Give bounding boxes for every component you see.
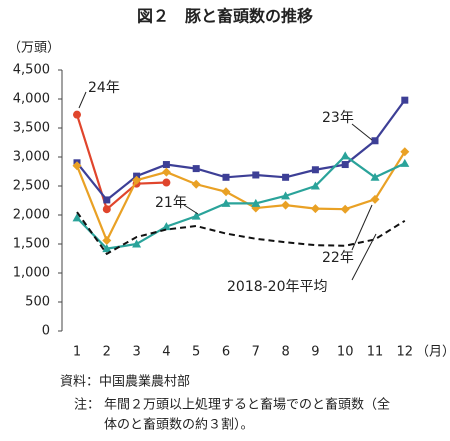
- marker: [311, 166, 319, 174]
- marker: [401, 96, 409, 104]
- marker: [310, 181, 320, 190]
- marker: [72, 161, 82, 171]
- leader-line: [78, 91, 87, 109]
- x-tick-label: 8: [281, 345, 289, 360]
- series-label: 23年: [322, 110, 354, 126]
- y-unit: （万頭）: [8, 41, 60, 56]
- x-tick-label: 11: [367, 345, 384, 360]
- marker: [102, 244, 112, 253]
- y-tick-label: 1,500: [13, 237, 50, 252]
- marker: [191, 211, 201, 220]
- y-tick-label: 0: [42, 324, 50, 339]
- x-unit: （月）: [416, 345, 450, 360]
- marker: [281, 191, 291, 200]
- marker: [400, 158, 410, 167]
- y-tick-label: 2,500: [13, 179, 50, 194]
- marker: [371, 137, 379, 145]
- series-line: [75, 151, 406, 244]
- marker: [72, 213, 82, 222]
- series-label: 21年: [155, 195, 187, 211]
- series-line: [76, 211, 406, 256]
- marker: [251, 198, 261, 207]
- marker: [103, 196, 111, 204]
- marker: [252, 171, 260, 179]
- y-tick-label: 1,000: [13, 266, 50, 281]
- marker: [341, 161, 349, 169]
- x-tick-label: 4: [162, 345, 170, 360]
- y-tick-label: 3,000: [13, 150, 50, 165]
- marker: [102, 236, 112, 246]
- marker: [162, 161, 170, 169]
- x-tick-label: 6: [222, 345, 230, 360]
- y-tick-label: 4,000: [13, 92, 50, 107]
- x-tick-label: 7: [252, 345, 260, 360]
- marker: [191, 179, 201, 189]
- marker: [282, 173, 290, 181]
- note-line: 体のと畜頭数の約３割）。: [104, 417, 254, 433]
- marker: [340, 204, 350, 214]
- marker: [192, 165, 200, 173]
- marker: [340, 151, 350, 160]
- x-tick-label: 2: [103, 345, 111, 360]
- leader-line: [351, 204, 373, 251]
- marker: [161, 222, 171, 231]
- marker: [370, 194, 380, 204]
- note-line: 年間２万頭以上処理すると畜場でのと畜頭数（全: [104, 397, 390, 413]
- marker: [132, 239, 142, 248]
- marker: [222, 173, 230, 181]
- y-tick-label: 4,500: [13, 63, 50, 78]
- source: 資料：中国農業農村部: [60, 374, 190, 390]
- marker: [102, 205, 111, 214]
- marker: [161, 167, 171, 177]
- marker: [73, 110, 81, 119]
- series-line: [76, 99, 406, 202]
- series-label: 22年: [322, 250, 354, 266]
- marker: [132, 175, 142, 185]
- x-tick-label: 12: [397, 345, 414, 360]
- marker: [221, 187, 231, 197]
- x-tick-label: 3: [132, 345, 140, 360]
- series-line: [75, 114, 167, 212]
- x-tick-label: 10: [337, 345, 354, 360]
- marker: [221, 198, 231, 207]
- marker: [400, 147, 410, 157]
- y-tick-label: 3,500: [13, 121, 50, 136]
- leader-line: [351, 123, 373, 141]
- note-label: 注：: [74, 398, 100, 413]
- chart-title: 図２ 豚と畜頭数の推移: [137, 7, 313, 26]
- x-tick-label: 5: [192, 345, 200, 360]
- x-tick-label: 1: [73, 345, 81, 360]
- y-tick-label: 500: [25, 295, 50, 310]
- marker: [162, 178, 171, 187]
- series-line: [76, 154, 406, 250]
- series-label: 24年: [88, 80, 120, 96]
- marker: [281, 200, 291, 210]
- marker: [370, 172, 380, 181]
- series-label: 2018-20年平均: [227, 279, 328, 295]
- leader-line: [351, 233, 377, 281]
- leader-line: [183, 204, 199, 215]
- marker: [310, 204, 320, 214]
- x-tick-label: 9: [311, 345, 319, 360]
- y-tick-label: 2,000: [13, 208, 50, 223]
